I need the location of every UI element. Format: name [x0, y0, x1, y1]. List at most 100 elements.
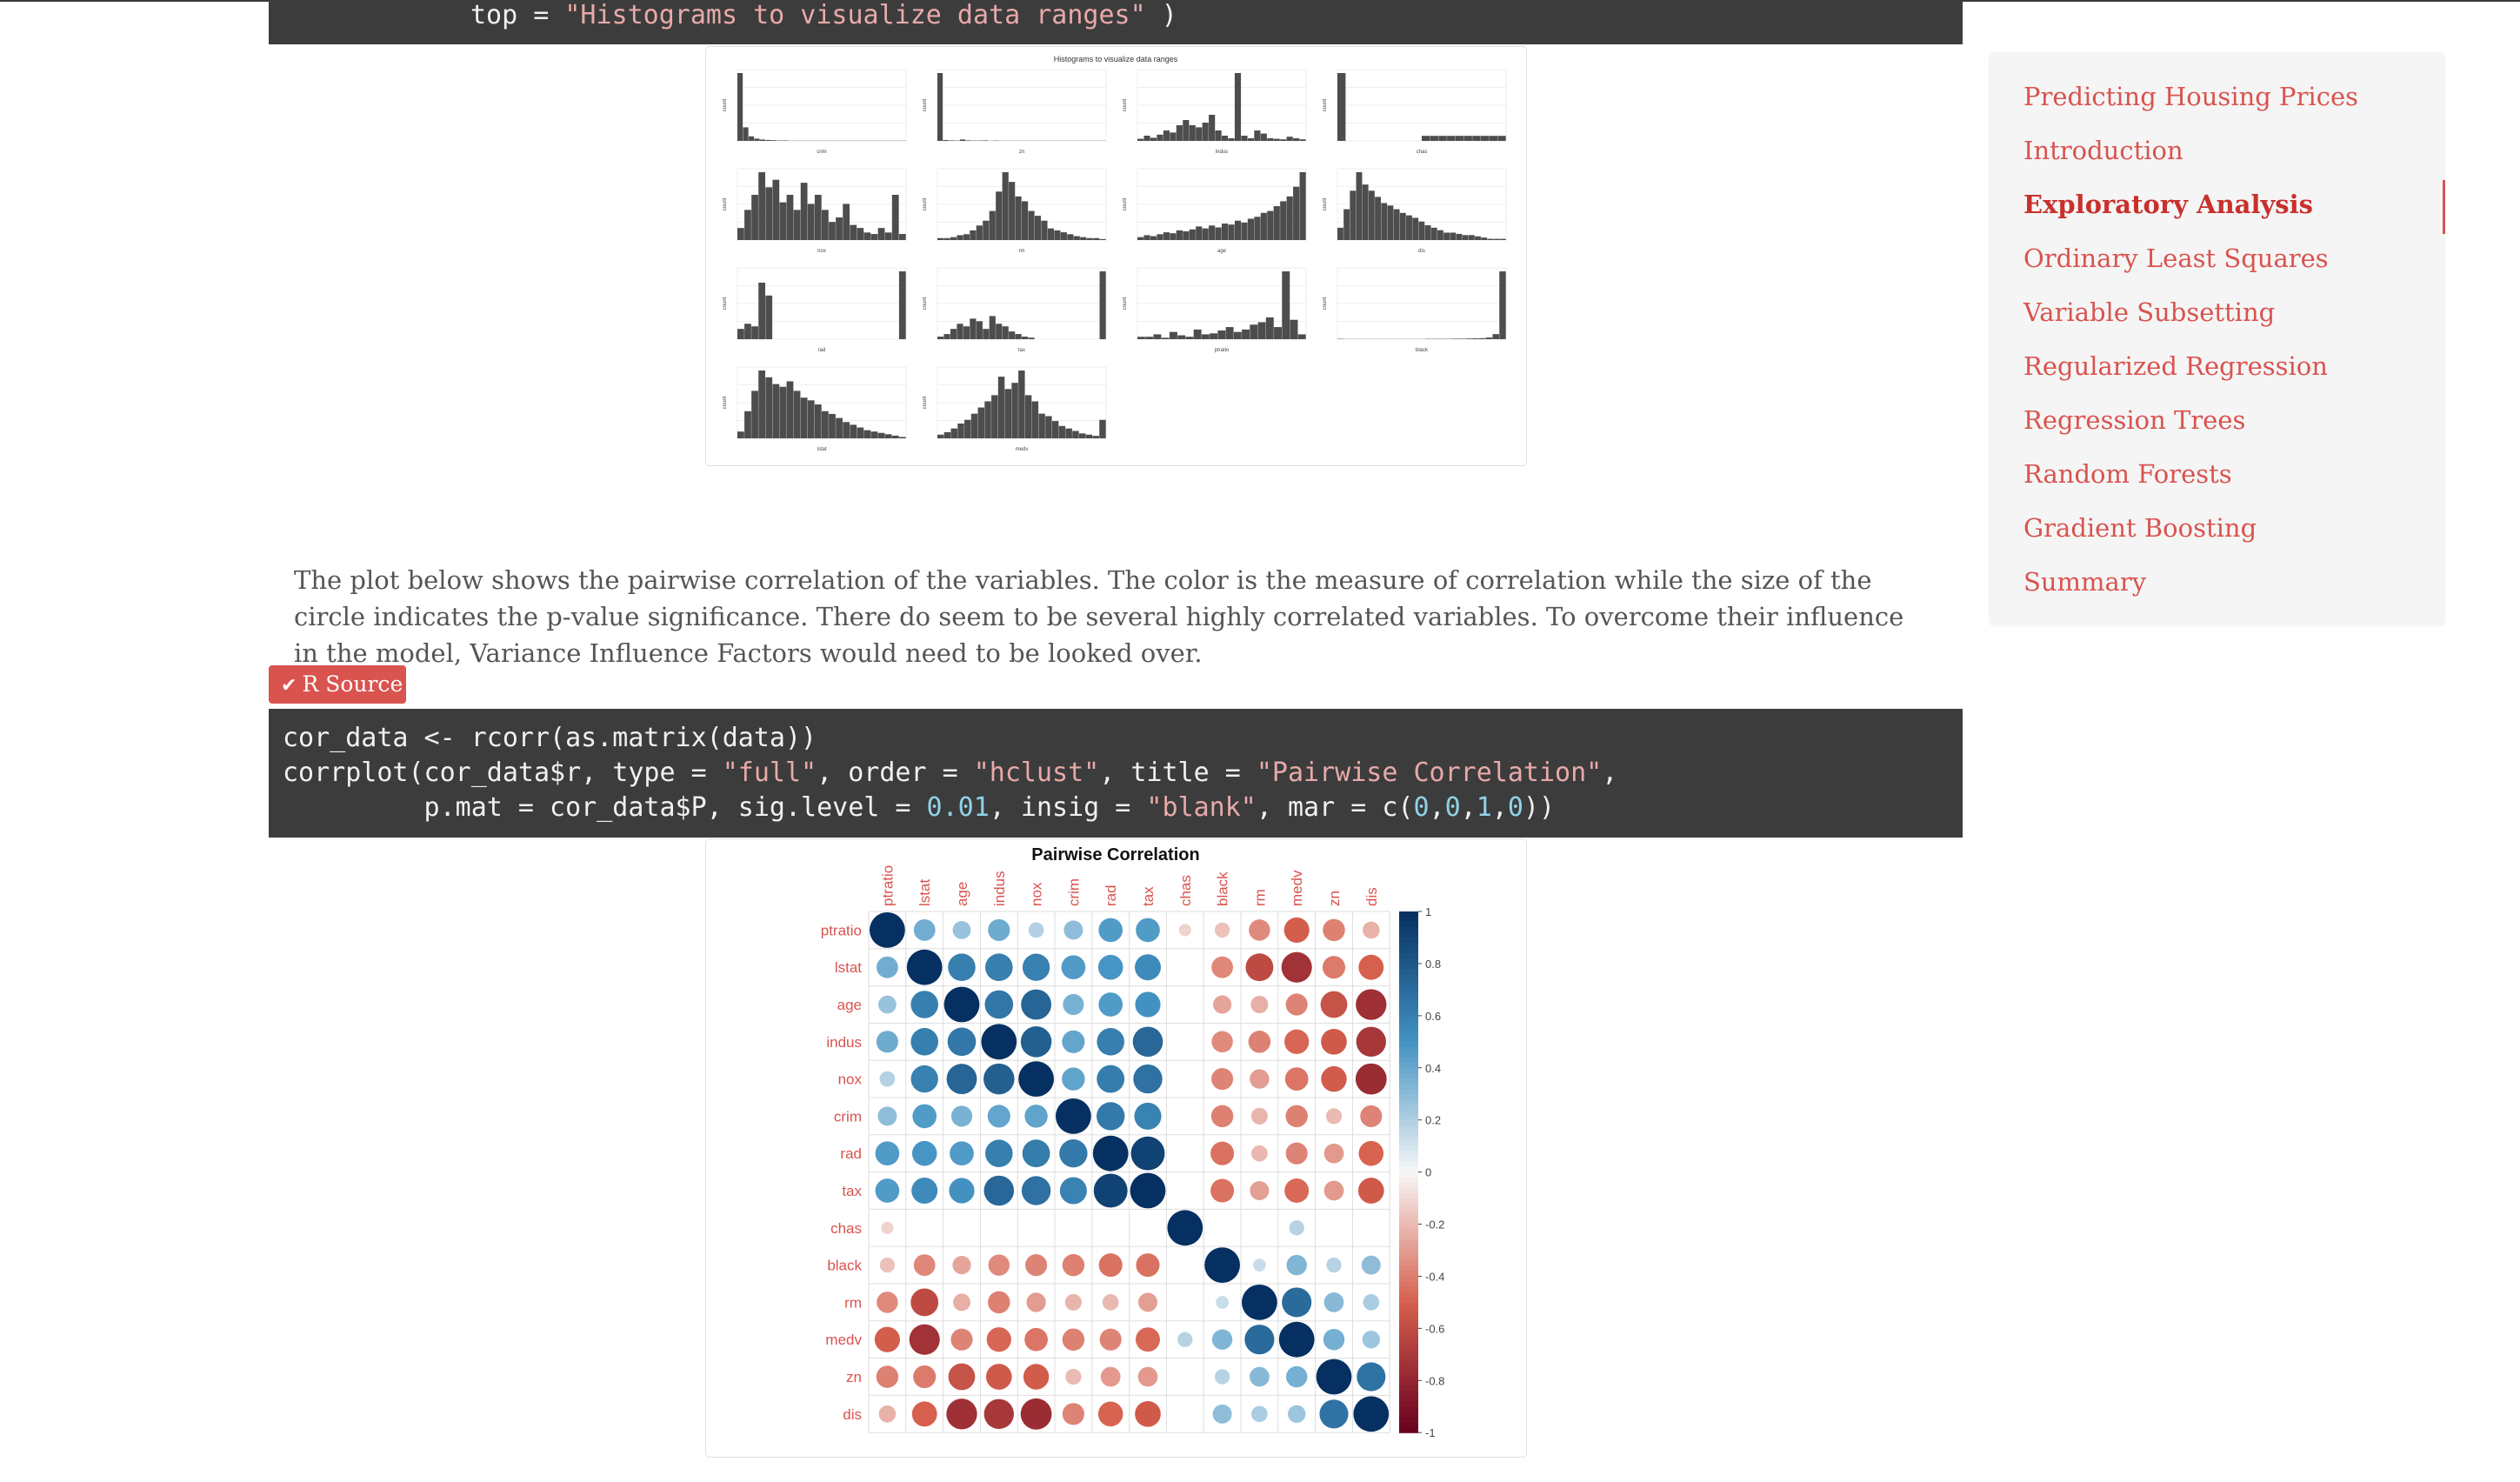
hist-bar — [1067, 234, 1074, 240]
hist-bar — [1009, 331, 1016, 339]
colorbar-segment — [1399, 921, 1418, 928]
hist-bar — [964, 419, 971, 438]
hist-bar — [759, 139, 766, 141]
hist-bar — [1267, 210, 1274, 240]
colorbar-segment — [1399, 1187, 1418, 1194]
hist-bar — [1233, 331, 1242, 339]
corr-col-label: rm — [1251, 889, 1268, 906]
toc-item-regression-trees[interactable]: Regression Trees — [2023, 405, 2246, 435]
hist-bar — [950, 428, 957, 438]
hist-bar — [1381, 203, 1388, 240]
hist-bar — [937, 434, 944, 438]
toc-item-random-forests[interactable]: Random Forests — [2023, 459, 2232, 489]
colorbar-segment — [1399, 1172, 1418, 1178]
hist-bar — [737, 329, 744, 339]
toc-item-regularized-regression[interactable]: Regularized Regression — [2023, 351, 2328, 381]
corr-row-label: age — [837, 997, 862, 1013]
colorbar-segment — [1399, 1245, 1418, 1252]
hist-bar — [800, 397, 808, 438]
toc-item-gradient-boosting[interactable]: Gradient Boosting — [2023, 513, 2257, 543]
hist-bar — [850, 224, 857, 240]
hist-bar — [1443, 232, 1450, 240]
hist-bar — [957, 235, 963, 240]
hist-bar — [1290, 319, 1298, 339]
hist-bar — [1150, 236, 1157, 240]
colorbar-tick-label: -0.8 — [1425, 1374, 1444, 1387]
colorbar-segment — [1399, 968, 1418, 975]
code-text: ) — [1145, 0, 1177, 30]
hist-bar — [857, 228, 864, 240]
colorbar-segment — [1399, 978, 1418, 985]
corr-circle — [1056, 1098, 1091, 1134]
toc-item-summary[interactable]: Summary — [2023, 567, 2147, 597]
colorbar-segment — [1399, 1417, 1418, 1423]
corr-circle — [1323, 918, 1345, 942]
hist-bar — [1234, 73, 1242, 141]
corr-circle — [988, 1291, 1010, 1314]
hist-bar — [898, 437, 906, 438]
corr-circle — [1021, 989, 1052, 1020]
colorbar-tick-label: 0 — [1425, 1166, 1431, 1179]
corr-circle — [984, 953, 1013, 982]
hist-bar — [1451, 338, 1459, 339]
toc-item-exploratory-analysis[interactable]: Exploratory Analysis — [2023, 190, 2313, 219]
r-source-label: R Source — [302, 671, 403, 697]
code-text: p.mat = cor_data$P, sig.level = — [283, 792, 927, 823]
corr-circle — [1320, 991, 1348, 1018]
corr-circle — [1024, 1327, 1048, 1352]
toc-item-predicting-housing-prices[interactable]: Predicting Housing Prices — [2023, 82, 2358, 111]
hist-bar — [1137, 337, 1145, 339]
code-string: "blank" — [1146, 792, 1257, 823]
hist-bar — [991, 395, 998, 438]
hist-xlabel: rad — [818, 348, 826, 353]
hist-bar — [1015, 334, 1022, 339]
colorbar-segment — [1399, 958, 1418, 965]
colorbar-segment — [1399, 1385, 1418, 1392]
hist-bar — [1196, 127, 1203, 141]
hist-xlabel: black — [1416, 348, 1429, 353]
toc-item-introduction[interactable]: Introduction — [2023, 136, 2183, 165]
hist-bar — [1028, 337, 1035, 339]
corr-circle — [1178, 924, 1191, 937]
corr-circle — [1281, 951, 1312, 983]
corr-circle — [1360, 1105, 1383, 1127]
hist-bar — [948, 140, 955, 141]
colorbar-segment — [1399, 1318, 1418, 1324]
code-text: cor_data <- rcorr(as.matrix(data)) — [283, 723, 817, 753]
corr-circle — [1250, 1366, 1270, 1387]
colorbar-segment — [1399, 1182, 1418, 1189]
hist-bar — [1450, 232, 1457, 240]
colorbar-segment — [1399, 1265, 1418, 1272]
hist-bar — [1215, 227, 1222, 240]
hist-title: Histograms to visualize data ranges — [1054, 55, 1178, 63]
hist-bar — [758, 283, 766, 339]
corr-col-label: ptratio — [879, 865, 896, 906]
corr-circle — [984, 1139, 1013, 1168]
code-block-histograms: top = "Histograms to visualize data rang… — [269, 0, 1963, 44]
hist-bar — [983, 220, 990, 240]
hist-bar — [1254, 130, 1261, 141]
corr-circle — [909, 1324, 940, 1355]
colorbar-segment — [1399, 1041, 1418, 1048]
r-source-toggle-button[interactable]: ✔ R Source — [269, 665, 406, 704]
colorbar-segment — [1399, 1218, 1418, 1225]
corr-circle — [877, 1292, 898, 1313]
corr-circle — [1282, 1287, 1312, 1318]
hist-bar — [743, 127, 749, 141]
hist-ylabel: count — [923, 197, 928, 210]
hist-bar — [1458, 338, 1466, 339]
hist-xlabel: indus — [1216, 150, 1228, 155]
hist-bar — [1137, 237, 1144, 240]
corr-circle — [1355, 1063, 1387, 1095]
hist-bar — [772, 384, 780, 438]
hist-bar — [1499, 271, 1506, 339]
corr-col-label: zn — [1326, 891, 1343, 906]
toc-item-variable-subsetting[interactable]: Variable Subsetting — [2023, 297, 2276, 327]
hist-bar — [857, 427, 864, 438]
hist-bar — [1343, 209, 1350, 240]
corr-circle — [1135, 954, 1161, 981]
corr-circle — [1323, 1328, 1345, 1351]
toc-item-ordinary-least-squares[interactable]: Ordinary Least Squares — [2023, 244, 2329, 273]
histograms-chart: Histograms to visualize data ranges count… — [723, 55, 1507, 452]
colorbar-tick-label: 0.2 — [1425, 1114, 1441, 1127]
